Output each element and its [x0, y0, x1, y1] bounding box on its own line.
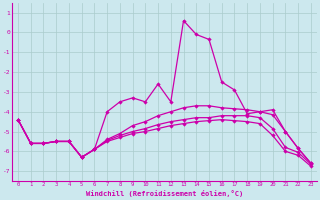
X-axis label: Windchill (Refroidissement éolien,°C): Windchill (Refroidissement éolien,°C)	[86, 190, 243, 197]
